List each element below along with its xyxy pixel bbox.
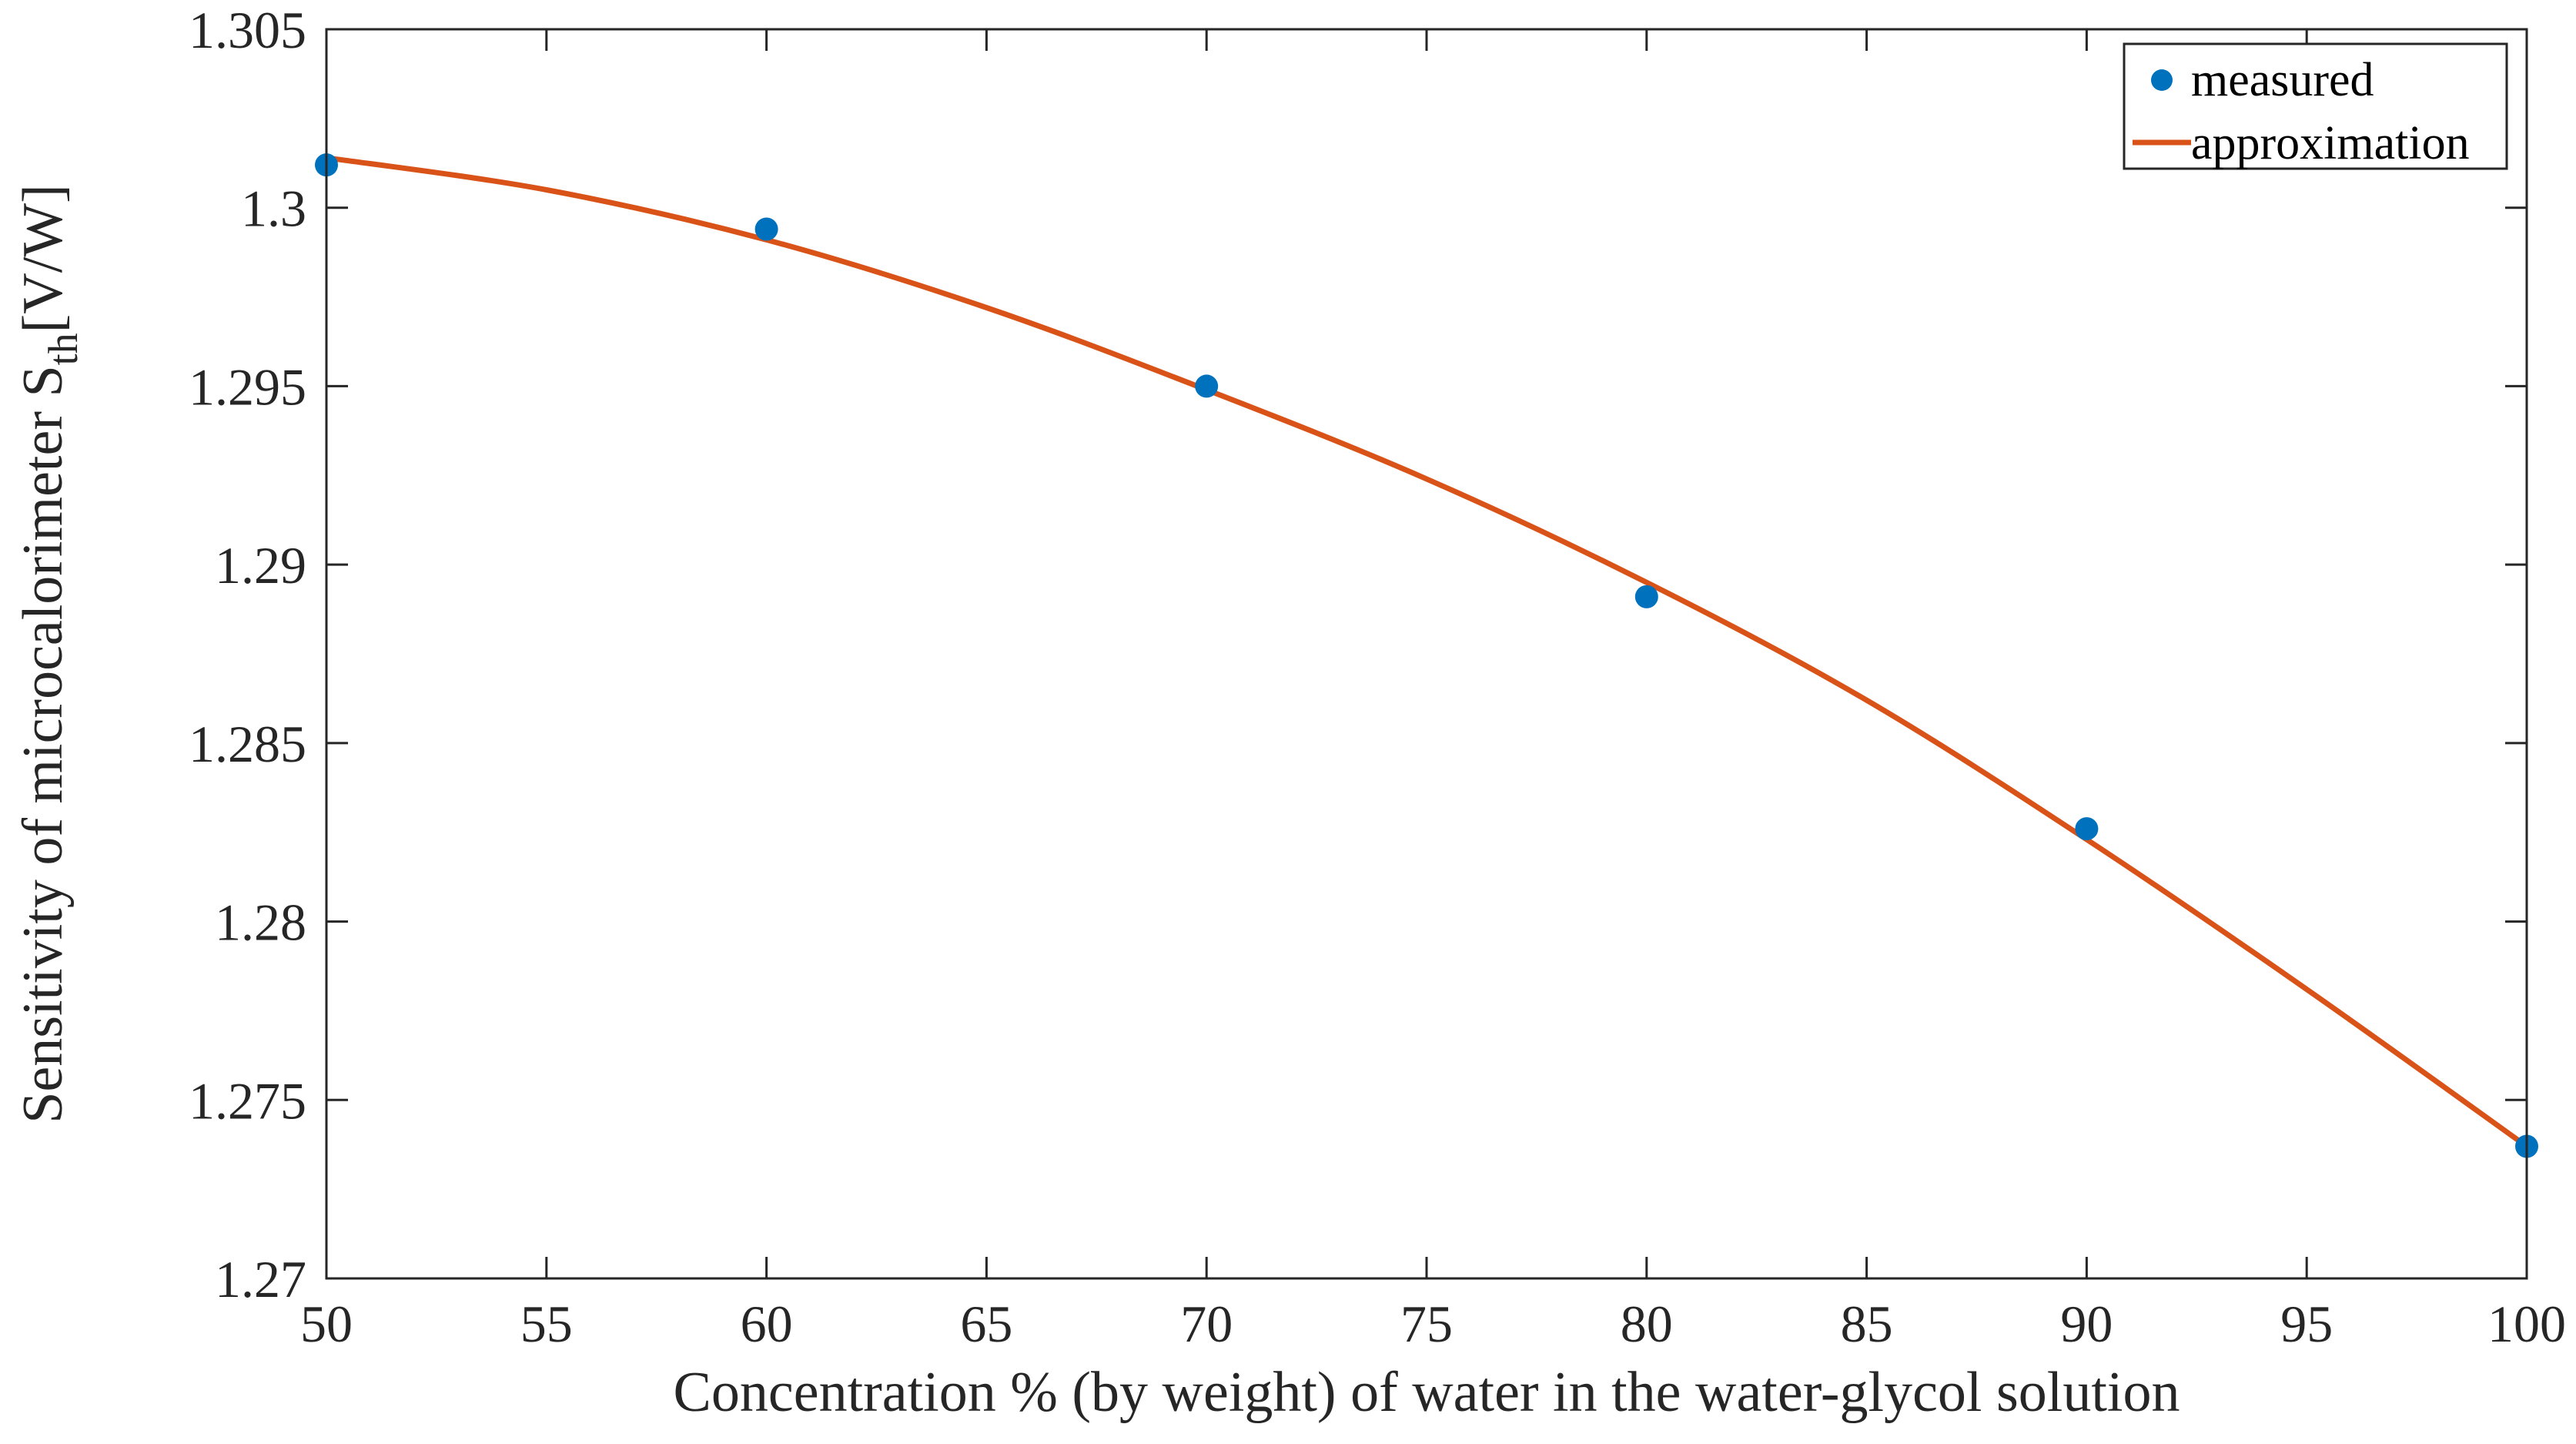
x-tick-label: 60 (741, 1295, 793, 1353)
x-tick-label: 80 (1621, 1295, 1673, 1353)
legend: measured approximation (2123, 42, 2508, 170)
x-tick-labels: 50 55 60 65 70 75 80 85 90 95 100 (300, 1295, 2566, 1353)
x-axis-label: Concentration % (by weight) of water in … (674, 1361, 2180, 1424)
y-tick-label: 1.29 (215, 536, 306, 595)
x-tick-label: 75 (1400, 1295, 1453, 1353)
y-tick-label: 1.295 (189, 357, 306, 416)
legend-measured-label: measured (2191, 54, 2374, 106)
y-axis-label-subscript: th (40, 333, 86, 365)
legend-box (2123, 42, 2508, 170)
y-tick-label: 1.27 (215, 1250, 306, 1308)
y-axis-label-unit: [V/W] (12, 184, 75, 333)
y-tick-label: 1.275 (189, 1071, 306, 1130)
y-tick-label: 1.28 (215, 893, 306, 952)
measured-point (1634, 585, 1658, 608)
measured-point (754, 217, 778, 241)
legend-approximation-label: approximation (2191, 117, 2470, 169)
measured-point (2075, 817, 2099, 841)
x-tick-label: 50 (300, 1295, 353, 1353)
y-axis-label: Sensitivity of microcalorimeter Sth[V/W] (12, 184, 86, 1124)
y-tick-labels: 1.27 1.275 1.28 1.285 1.29 1.295 1.3 1.305 (189, 1, 306, 1308)
x-tick-label: 90 (2060, 1295, 2113, 1353)
x-tick-label: 65 (960, 1295, 1012, 1353)
y-axis-label-main: Sensitivity of microcalorimeter S (12, 365, 75, 1123)
y-tick-label: 1.305 (189, 1, 306, 59)
plot-area (326, 29, 2527, 1278)
x-tick-label: 55 (520, 1295, 573, 1353)
approximation-line (326, 155, 2529, 1149)
plot-frame (325, 28, 2528, 1280)
y-tick-label: 1.3 (241, 179, 306, 238)
x-tick-label: 100 (2487, 1295, 2566, 1353)
y-tick-label: 1.285 (189, 715, 306, 773)
x-tick-label: 70 (1180, 1295, 1233, 1353)
measured-point (1195, 374, 1219, 398)
legend-measured-marker (2151, 69, 2173, 91)
x-tick-label: 85 (1841, 1295, 1893, 1353)
x-tick-label: 95 (2280, 1295, 2333, 1353)
